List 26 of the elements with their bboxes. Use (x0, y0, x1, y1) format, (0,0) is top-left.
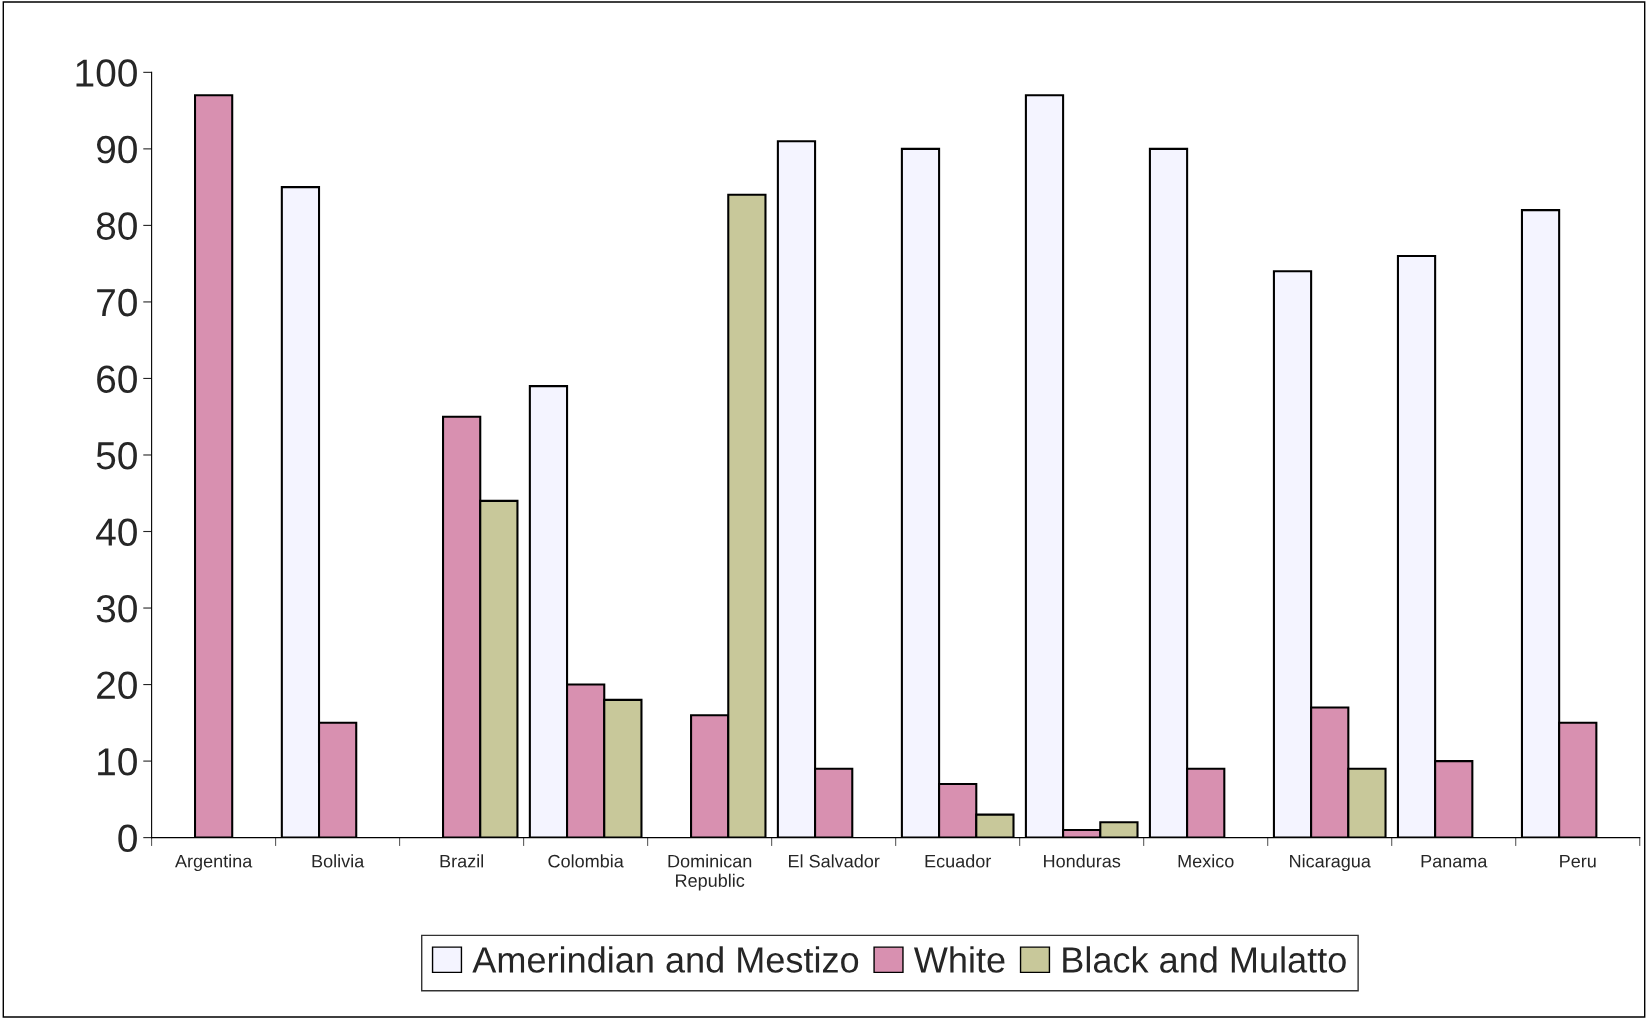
x-tick-label: Panama (1421, 854, 1488, 868)
y-tick-label: 50 (96, 441, 137, 470)
legend-label: Black and Mulatto (1063, 946, 1346, 973)
x-tick-label: Bolivia (312, 854, 365, 868)
y-tick-label: 0 (118, 824, 137, 853)
legend-label: Amerindian and Mestizo (472, 946, 859, 973)
y-tick-label: 10 (98, 748, 137, 776)
legend-label: White (913, 946, 1005, 973)
y-tick-label: 30 (96, 594, 137, 623)
x-tick-label: Argentina (175, 854, 253, 872)
x-tick-label: El Salvador (789, 854, 880, 868)
x-tick-label: Honduras (1044, 854, 1121, 868)
x-tick-label: Colombia (548, 854, 624, 868)
y-tick-label: 70 (97, 288, 137, 317)
x-tick-label: Nicaragua (1290, 854, 1371, 872)
x-tick-label: Mexico (1178, 854, 1234, 868)
x-tick-label: Brazil (440, 854, 484, 868)
y-tick-label: 40 (96, 518, 137, 546)
y-tick-label: 20 (97, 671, 137, 700)
x-tick-label: Dominican Republic (668, 854, 752, 891)
y-tick-label: 90 (96, 135, 137, 164)
x-tick-label: Ecuador (925, 854, 992, 868)
y-tick-label: 80 (96, 212, 137, 240)
y-tick-label: 60 (97, 365, 137, 393)
x-tick-label: Peru (1560, 854, 1596, 868)
y-tick-label: 100 (76, 59, 137, 87)
